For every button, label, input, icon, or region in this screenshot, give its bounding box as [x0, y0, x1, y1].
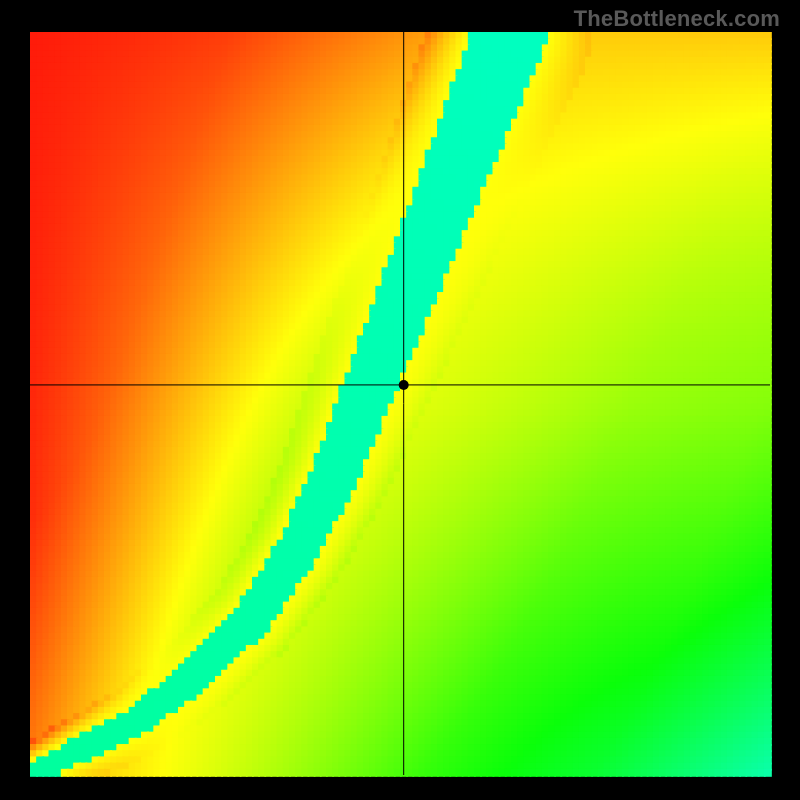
watermark-label: TheBottleneck.com	[574, 6, 780, 32]
chart-stage: TheBottleneck.com	[0, 0, 800, 800]
heatmap-canvas	[0, 0, 800, 800]
